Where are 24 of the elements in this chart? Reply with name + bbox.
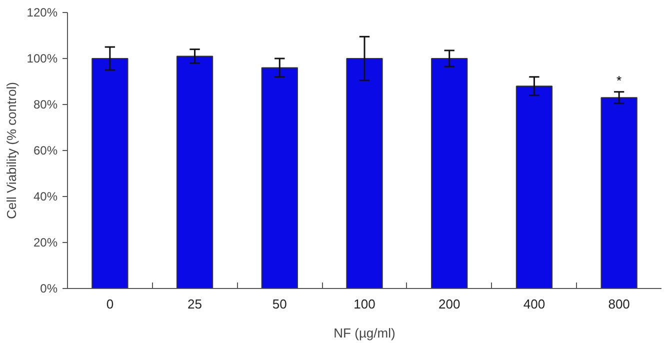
bar: [176, 56, 214, 288]
y-tick-label: 20%: [33, 236, 58, 250]
y-tick-label: 60%: [33, 144, 58, 158]
bar: [600, 97, 638, 288]
x-tick-label: 0: [106, 296, 114, 312]
x-tick-label: 25: [188, 296, 202, 312]
y-tick-label: 0%: [40, 282, 58, 296]
y-tick-label: 40%: [33, 190, 58, 204]
bar: [516, 86, 553, 288]
x-tick-label: 400: [523, 296, 546, 312]
x-tick-label: 50: [272, 296, 287, 312]
y-tick-label: 120%: [26, 6, 58, 20]
x-axis-title: NF (µg/ml): [334, 326, 396, 340]
y-axis-title: Cell Viability (% control): [4, 82, 19, 220]
y-tick-label: 80%: [33, 98, 58, 112]
bar: [346, 58, 383, 288]
annotation: *: [616, 72, 622, 88]
x-tick-label: 800: [608, 296, 630, 312]
x-tick-label: 100: [354, 296, 376, 312]
bar: [431, 58, 468, 288]
y-tick-label: 100%: [26, 52, 58, 66]
x-tick-label: 200: [438, 296, 460, 312]
bar: [261, 67, 298, 288]
bar: [92, 58, 128, 288]
